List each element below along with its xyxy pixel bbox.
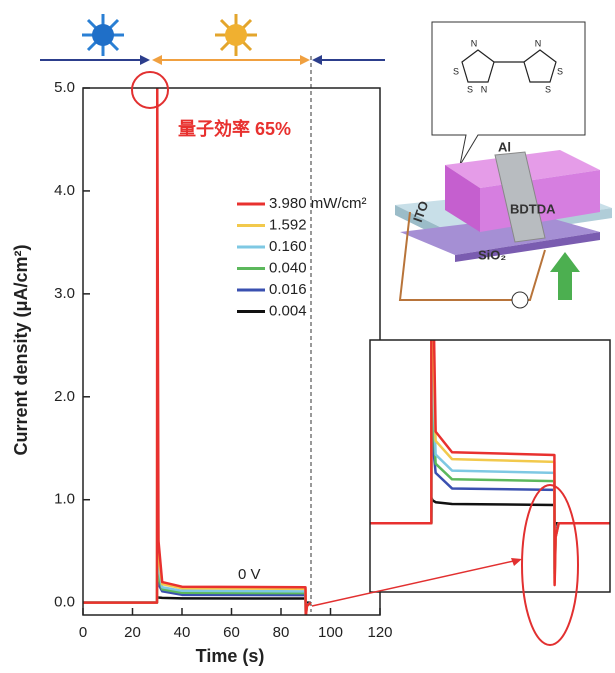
y-tick-label: 3.0 [54,285,75,302]
x-axis-label: Time (s) [196,646,265,666]
x-tick-label: 120 [367,624,392,641]
legend-label: 0.160 [269,238,307,255]
legend-label: 0.004 [269,302,307,319]
plot-frame [83,88,380,615]
legend-label: 0.016 [269,281,307,298]
atom-label: S [545,84,551,94]
x-tick-label: 60 [223,624,240,641]
atom-label: N [535,38,542,48]
legend-label: 0.040 [269,259,307,276]
x-tick-label: 20 [124,624,141,641]
y-tick-label: 4.0 [54,182,75,199]
y-tick-label: 2.0 [54,388,75,405]
y-axis-label: Current density (μA/cm²) [11,244,31,455]
annotation: 0 V [238,566,261,583]
x-tick-label: 80 [273,624,290,641]
legend-label: 1.592 [269,216,307,233]
atom-label: N [471,38,478,48]
series-line [83,88,311,617]
atom-label: S [467,84,473,94]
series-line [83,577,311,613]
atom-label: S [557,66,563,76]
lines [83,88,311,617]
legend-label: 3.980 mW/cm² [269,195,367,212]
device-label: BDTDA [510,201,556,216]
atom-label: S [453,66,459,76]
light-indicators [40,14,385,65]
y-tick-label: 0.0 [54,594,75,611]
device-label: Al [498,139,511,154]
x-tick-label: 0 [79,624,87,641]
atom-label: N [481,84,488,94]
device-label: SiO₂ [478,247,506,262]
annotation: 量子効率 65% [178,118,291,139]
device-diagram [395,22,612,308]
y-tick-label: 5.0 [54,79,75,96]
main-chart: 0.0 1.0 2.0 3.0 4.0 5.0 0 20 40 60 80 100 120 3.980 m… [54,79,392,641]
y-tick-label: 1.0 [54,491,75,508]
x-tick-label: 100 [318,624,343,641]
highlight-circle [132,72,168,108]
series-line [83,356,311,616]
inset-background [370,340,610,592]
x-tick-label: 40 [174,624,191,641]
figure: 量子効率 65% 0 V Time (s) Current density (μ… [0,0,615,668]
